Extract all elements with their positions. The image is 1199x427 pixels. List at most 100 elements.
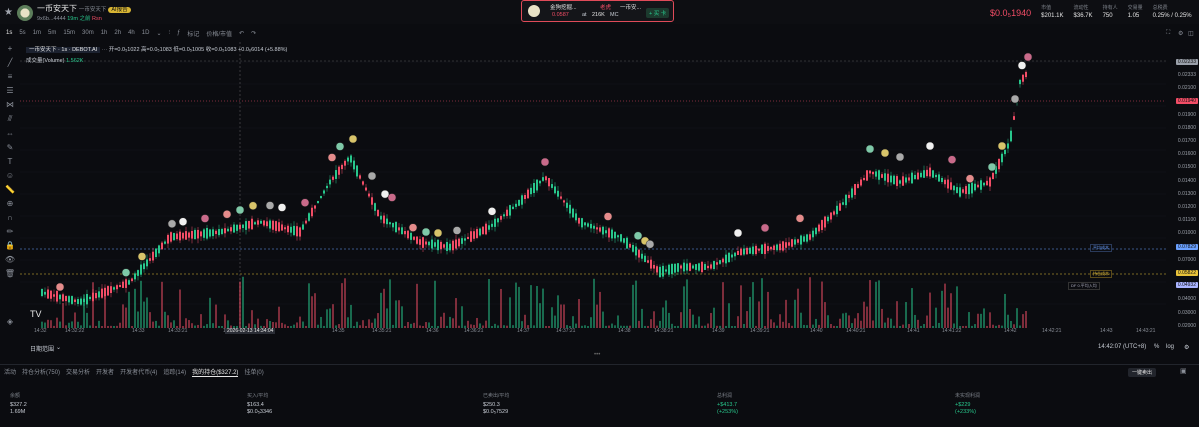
time-axis[interactable]: 14:3214:32:2214:3314:33:2114:342026-02-1… bbox=[20, 328, 1166, 336]
trade-marker[interactable] bbox=[408, 223, 418, 232]
ruler-icon[interactable]: 📏 bbox=[5, 185, 15, 194]
tab-3[interactable]: 开发者 bbox=[96, 370, 115, 376]
trade-marker[interactable] bbox=[137, 252, 147, 261]
undo-icon[interactable]: ↶ bbox=[239, 30, 245, 37]
camera-icon[interactable]: ◫ bbox=[1188, 30, 1194, 37]
timeframe-2h[interactable]: 2h bbox=[114, 30, 122, 36]
trade-marker[interactable] bbox=[367, 171, 377, 181]
layout-icon[interactable]: ▣ bbox=[1180, 368, 1187, 375]
tab-7[interactable]: 挂单(0) bbox=[244, 370, 264, 376]
trade-marker[interactable] bbox=[452, 226, 462, 235]
trade-marker[interactable] bbox=[987, 162, 997, 172]
text-icon[interactable]: T bbox=[7, 157, 13, 166]
trade-marker[interactable] bbox=[121, 268, 131, 277]
layers-icon[interactable]: ◈ bbox=[6, 317, 14, 326]
trade-marker[interactable] bbox=[795, 214, 805, 223]
percent-toggle[interactable]: % bbox=[1154, 344, 1160, 350]
trade-marker[interactable] bbox=[603, 212, 613, 221]
tab-0[interactable]: 活动 bbox=[4, 370, 17, 376]
trade-marker[interactable] bbox=[487, 207, 497, 216]
timeframe-30m[interactable]: 30m bbox=[82, 30, 94, 36]
trade-marker[interactable] bbox=[925, 141, 935, 151]
price-chart[interactable]: TV bbox=[20, 42, 1166, 342]
trade-marker[interactable] bbox=[645, 240, 655, 249]
avg-buy-tag[interactable]: 平均成本 bbox=[1090, 244, 1112, 252]
token-address[interactable]: 9x6b...4444 bbox=[36, 16, 66, 22]
trendline-icon[interactable]: ╱ bbox=[7, 58, 13, 67]
trade-marker[interactable] bbox=[300, 198, 310, 207]
tab-4[interactable]: 开发者代币(4) bbox=[120, 370, 158, 376]
trade-marker[interactable] bbox=[380, 189, 390, 199]
hlines-icon[interactable]: ≡ bbox=[7, 72, 13, 81]
trade-marker[interactable] bbox=[1010, 94, 1020, 104]
trade-marker[interactable] bbox=[947, 155, 957, 164]
auto-scale-icon[interactable]: ⚙ bbox=[1184, 345, 1190, 351]
trade-marker[interactable] bbox=[433, 228, 443, 238]
trade-marker[interactable] bbox=[178, 217, 188, 226]
timeframe-5m[interactable]: 5m bbox=[48, 30, 57, 36]
timeframe-1h[interactable]: 1h bbox=[100, 30, 108, 36]
trade-marker[interactable] bbox=[277, 203, 287, 212]
brush-icon[interactable]: ✎ bbox=[6, 143, 14, 152]
timeframe-4h[interactable]: 4h bbox=[128, 30, 135, 36]
trade-marker[interactable] bbox=[880, 148, 890, 158]
notification-popup[interactable]: 金狗挖掘... 老虎 一币安... 0.0587 at 216K MC + 买 … bbox=[521, 0, 674, 22]
trade-marker[interactable] bbox=[421, 227, 431, 237]
trade-marker[interactable] bbox=[733, 228, 743, 238]
measure-icon[interactable]: ⇔ bbox=[6, 129, 14, 138]
ai-badge[interactable]: AI报告 bbox=[108, 7, 131, 13]
channel-icon[interactable]: ⫻ bbox=[7, 114, 13, 123]
eye-icon[interactable]: 👁 bbox=[4, 255, 16, 264]
pair-label[interactable]: 一币安天下 · 1s · DEBOT.AI bbox=[26, 47, 101, 53]
chevron-down-icon[interactable]: ⌄ bbox=[156, 30, 162, 37]
indicator-icon[interactable]: ƒ bbox=[177, 30, 181, 36]
my-position-tag[interactable]: DF 0.平均入均 bbox=[1068, 282, 1100, 290]
pattern-icon[interactable]: ⋈ bbox=[6, 100, 14, 109]
price-axis[interactable]: 0.02333 0.02100 0.02000 0.01900 0.01800 0.017… bbox=[1166, 42, 1199, 342]
trade-marker[interactable] bbox=[335, 142, 345, 151]
tab-6[interactable]: 我的持仓($327.2) bbox=[192, 367, 239, 377]
legend-more-icon[interactable]: ··· bbox=[101, 47, 108, 53]
indicator-button[interactable]: 标记 bbox=[187, 31, 200, 38]
price-mc-toggle[interactable]: 价格/市值 bbox=[206, 31, 233, 38]
trade-marker[interactable] bbox=[327, 153, 337, 162]
date-range-button[interactable]: 日期范围 bbox=[30, 347, 55, 353]
fullscreen-icon[interactable]: ⛶ bbox=[1166, 29, 1171, 36]
settings-icon[interactable]: ⚙ bbox=[1178, 30, 1184, 37]
trade-marker[interactable] bbox=[200, 214, 210, 223]
timeframe-1s[interactable]: 1s bbox=[6, 30, 13, 36]
emoji-icon[interactable]: ☺ bbox=[5, 171, 15, 180]
trade-marker[interactable] bbox=[167, 219, 177, 229]
trade-marker[interactable] bbox=[760, 223, 770, 233]
trade-marker[interactable] bbox=[965, 174, 975, 183]
trade-marker[interactable] bbox=[348, 134, 358, 144]
trade-marker[interactable] bbox=[1023, 52, 1033, 62]
timeframe-15m[interactable]: 15m bbox=[63, 30, 76, 36]
chevron-down-icon[interactable]: ⌄ bbox=[56, 345, 62, 351]
risk-badge[interactable]: Rsn bbox=[92, 16, 102, 22]
trade-marker[interactable] bbox=[235, 205, 245, 215]
tab-2[interactable]: 交易分析 bbox=[66, 370, 91, 376]
resize-handle[interactable]: ••• bbox=[594, 352, 601, 358]
popup-buy-button[interactable]: + 买 卡 bbox=[646, 8, 670, 18]
trade-marker[interactable] bbox=[1017, 61, 1027, 70]
zoom-icon[interactable]: ⊕ bbox=[6, 199, 14, 208]
magnet-icon[interactable]: ∩ bbox=[7, 213, 13, 222]
timeframe-1d[interactable]: 1D bbox=[141, 30, 150, 36]
trade-marker[interactable] bbox=[387, 193, 397, 202]
lock-icon[interactable]: 🔒 bbox=[5, 241, 15, 250]
trade-marker[interactable] bbox=[865, 144, 875, 154]
fib-icon[interactable]: ☰ bbox=[6, 86, 14, 95]
trade-marker[interactable] bbox=[540, 157, 550, 167]
tab-1[interactable]: 持仓分析(750) bbox=[22, 370, 61, 376]
token-name[interactable]: 一币安天下 bbox=[36, 4, 77, 13]
pencil-lock-icon[interactable]: ✏ bbox=[6, 227, 14, 236]
timeframe-1m[interactable]: 1m bbox=[32, 30, 42, 36]
candle-type-icon[interactable]: ⫶ bbox=[168, 29, 170, 36]
trade-marker[interactable] bbox=[997, 141, 1007, 151]
redo-icon[interactable]: ↷ bbox=[251, 30, 257, 37]
trash-icon[interactable]: 🗑 bbox=[4, 269, 16, 278]
sell-all-button[interactable]: 一键卖出 bbox=[1128, 368, 1157, 377]
timeframe-5s[interactable]: 5s bbox=[19, 30, 26, 36]
trade-marker[interactable] bbox=[265, 201, 275, 210]
